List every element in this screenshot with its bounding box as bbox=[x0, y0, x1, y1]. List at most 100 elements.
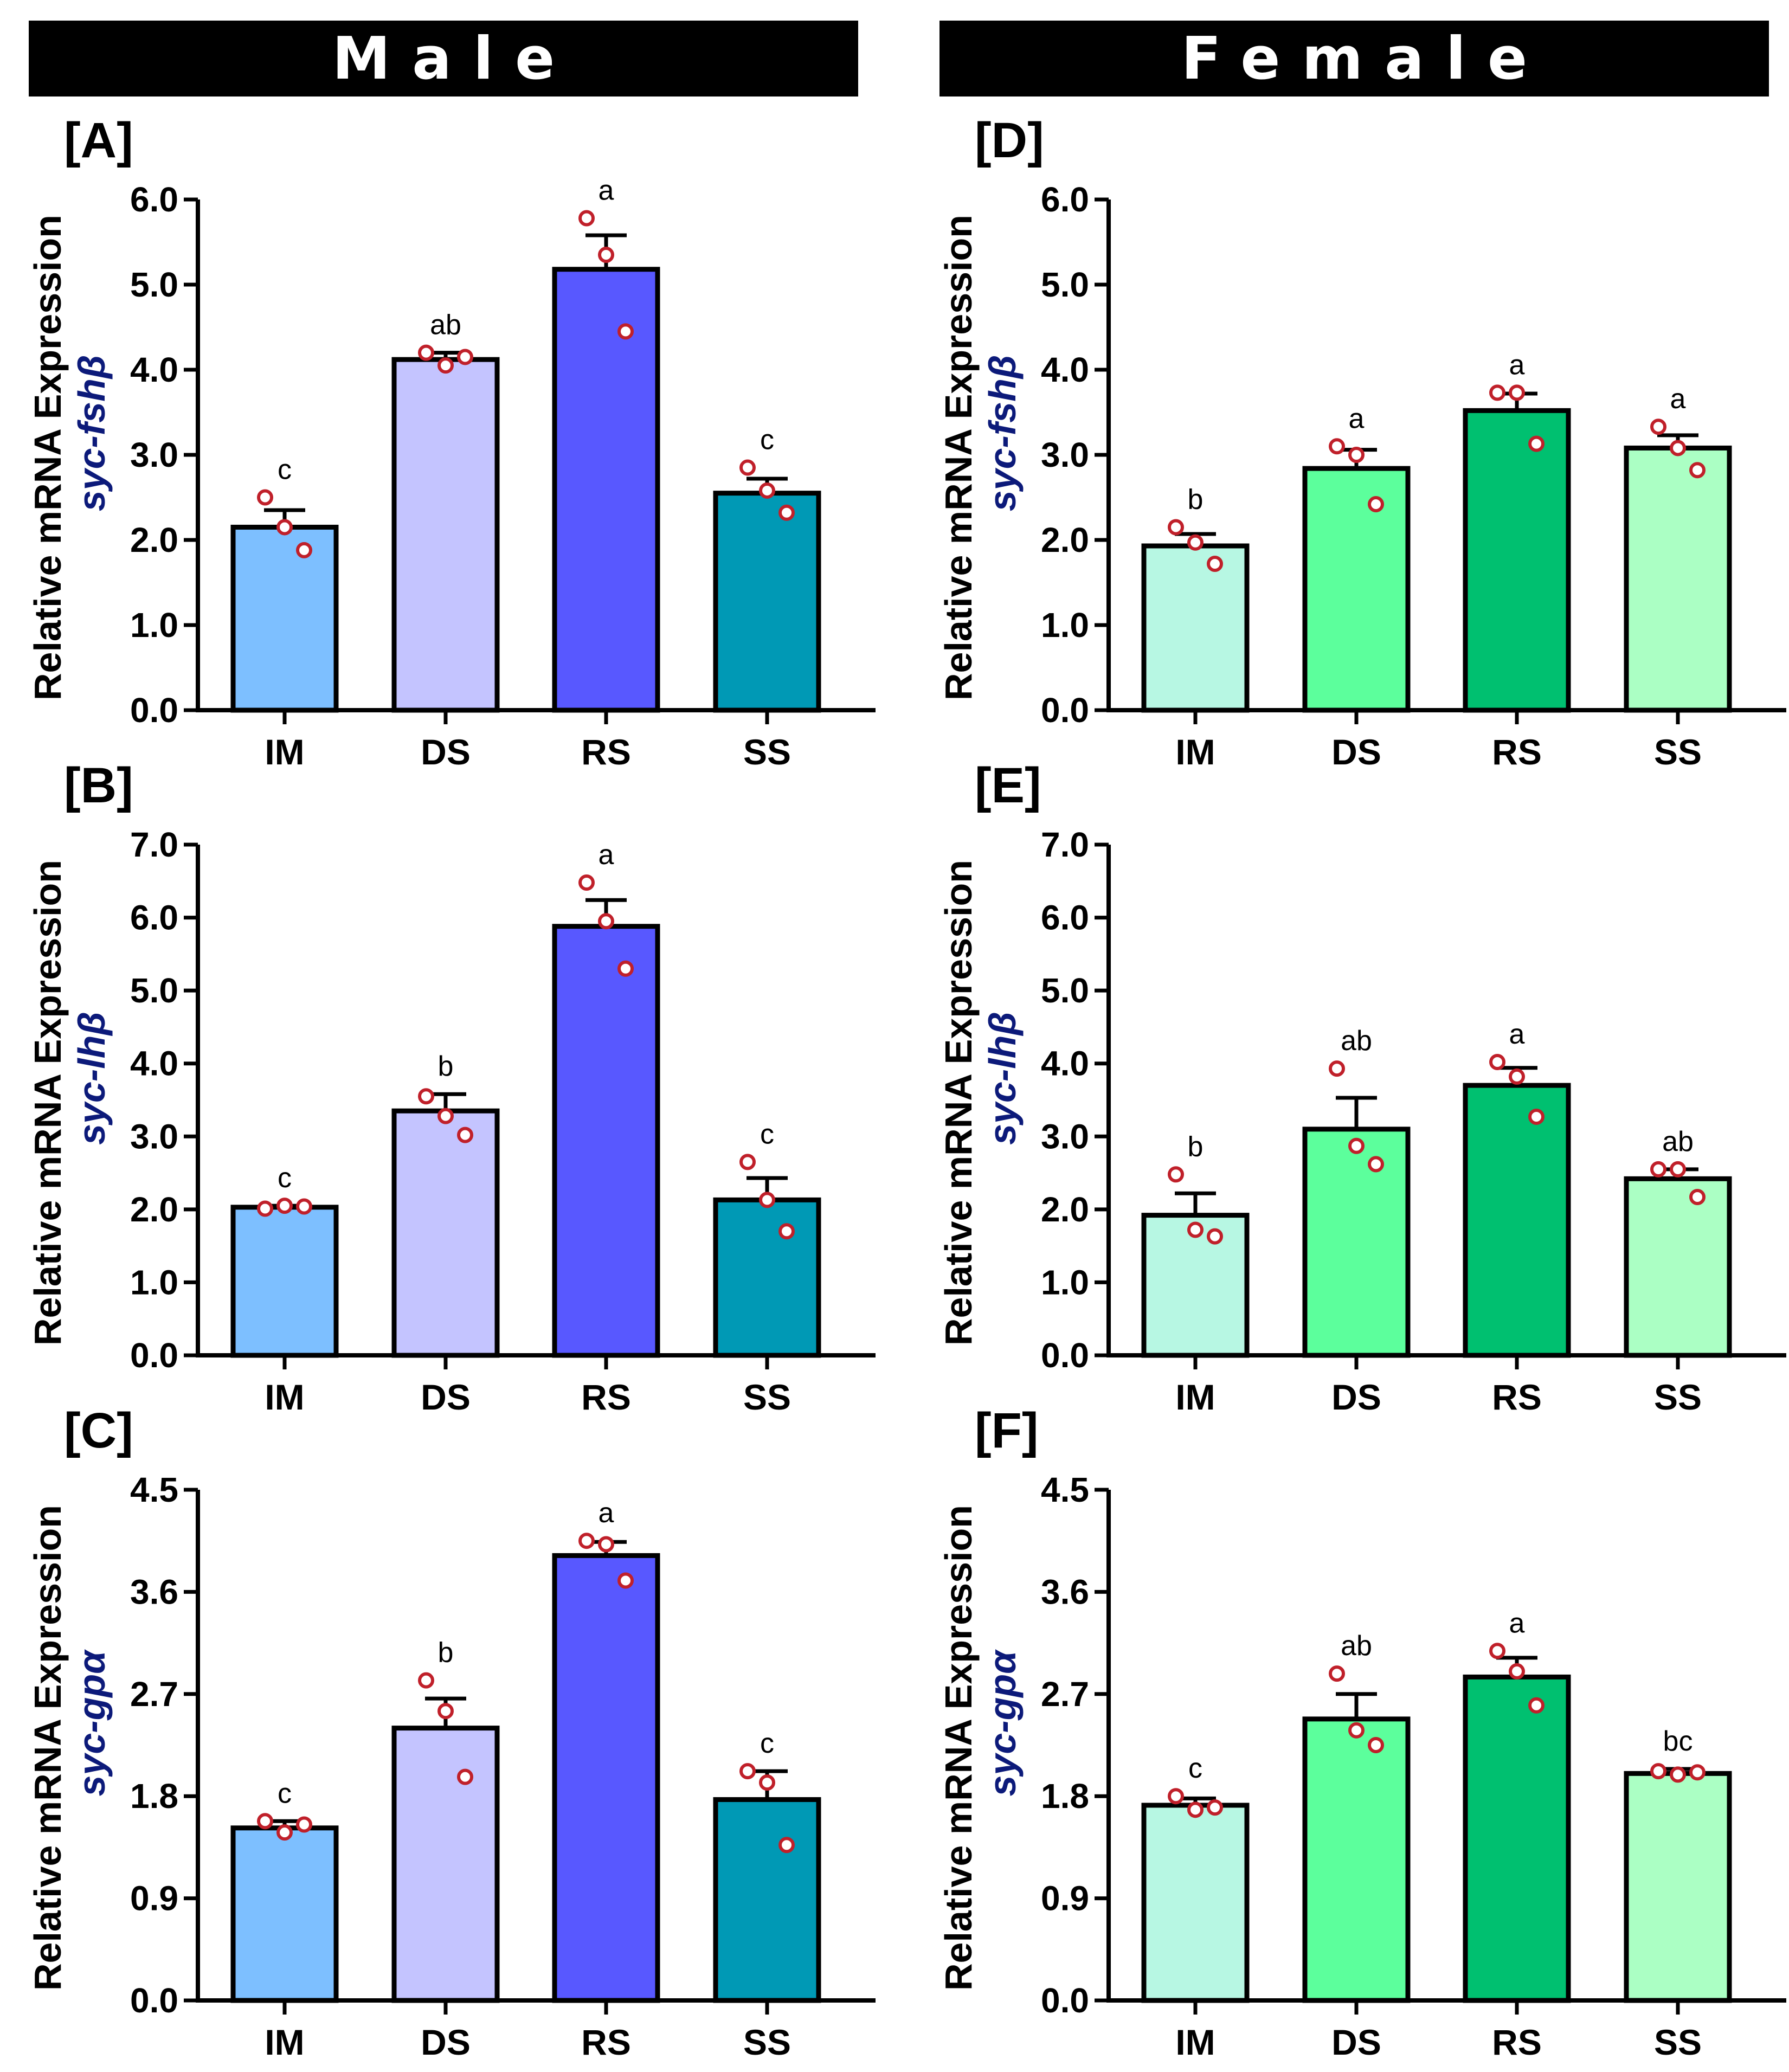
x-category-label-rs: RS bbox=[1492, 2022, 1542, 2062]
data-point-im bbox=[1168, 1788, 1184, 1805]
bar-ss bbox=[713, 491, 821, 713]
data-point-ss bbox=[778, 1837, 795, 1854]
significance-letter-rs: a bbox=[1509, 1019, 1525, 1050]
x-category-label-rs: RS bbox=[581, 1377, 631, 1417]
significance-letter-im: c bbox=[278, 1162, 292, 1194]
significance-letter-ss: c bbox=[760, 1728, 774, 1759]
data-point-im bbox=[1187, 1221, 1204, 1238]
y-tick-label: 2.0 bbox=[1041, 520, 1089, 559]
chart-panel-f: [F] Relative mRNA Expression syc-gpα c ab a bc… bbox=[937, 1403, 1786, 2062]
y-tick-label: 1.0 bbox=[130, 1263, 178, 1302]
x-category-label-im: IM bbox=[265, 1377, 304, 1417]
data-point-ss bbox=[759, 482, 775, 499]
data-point-ds bbox=[1368, 1737, 1384, 1753]
data-point-ss bbox=[1650, 1763, 1666, 1780]
panel-label-b: [B] bbox=[64, 758, 133, 813]
y-tick-label: 4.5 bbox=[1041, 1470, 1089, 1509]
data-point-im bbox=[1187, 1801, 1204, 1818]
x-category-label-im: IM bbox=[265, 2022, 304, 2062]
x-category-label-ds: DS bbox=[421, 732, 471, 772]
data-point-im bbox=[276, 1824, 293, 1841]
bar-rs bbox=[552, 924, 660, 1358]
y-tick-label: 0.0 bbox=[130, 1981, 178, 2020]
x-category-label-rs: RS bbox=[581, 2022, 631, 2062]
y-axis-title: Relative mRNA Expression bbox=[937, 860, 980, 1346]
panel-label-c: [C] bbox=[64, 1403, 133, 1458]
data-point-ss bbox=[759, 1774, 775, 1791]
male-column-header: Male bbox=[29, 21, 858, 96]
significance-letter-im: b bbox=[1188, 1131, 1204, 1162]
x-category-label-ss: SS bbox=[1654, 2022, 1702, 2062]
y-tick-label: 4.0 bbox=[1041, 1044, 1089, 1083]
y-tick-label: 0.0 bbox=[130, 1336, 178, 1375]
data-point-ds bbox=[1329, 1060, 1345, 1077]
x-category-label-ds: DS bbox=[421, 2022, 471, 2062]
significance-letter-rs: a bbox=[599, 175, 614, 207]
chart-panel-d: [D] Relative mRNA Expression syc-fshβ b a a a 0… bbox=[937, 113, 1786, 772]
significance-letter-rs: a bbox=[1509, 1607, 1525, 1639]
x-category-label-rs: RS bbox=[581, 732, 631, 772]
y-tick-label: 1.0 bbox=[1041, 606, 1089, 645]
bar-rs bbox=[552, 1553, 660, 2003]
data-point-rs bbox=[617, 1572, 634, 1589]
significance-letter-ds: a bbox=[1349, 403, 1365, 434]
data-point-ss bbox=[1689, 1188, 1706, 1205]
y-tick-label: 1.8 bbox=[1041, 1777, 1089, 1816]
significance-letter-ds: ab bbox=[430, 310, 461, 341]
significance-letter-im: c bbox=[278, 454, 292, 486]
bar-ss bbox=[1624, 445, 1732, 713]
data-point-ss bbox=[1670, 1766, 1686, 1783]
data-point-im bbox=[257, 1200, 273, 1217]
gene-name-label: syc-gpα bbox=[981, 1649, 1024, 1797]
y-axis-title: Relative mRNA Expression bbox=[27, 1505, 69, 1991]
y-tick-label: 2.7 bbox=[1041, 1675, 1089, 1714]
significance-letter-ss: ab bbox=[1662, 1126, 1694, 1157]
data-point-rs bbox=[578, 1533, 595, 1549]
gene-name-label: syc-fshβ bbox=[981, 355, 1024, 512]
data-point-ss bbox=[1650, 419, 1666, 435]
significance-letter-rs: a bbox=[1509, 349, 1525, 381]
significance-letter-rs: a bbox=[599, 839, 614, 871]
data-point-rs bbox=[578, 210, 595, 227]
bar-ds bbox=[1302, 1716, 1411, 2003]
data-point-im bbox=[296, 542, 312, 558]
y-tick-label: 4.0 bbox=[1041, 350, 1089, 389]
y-tick-label: 5.0 bbox=[1041, 971, 1089, 1010]
y-tick-label: 2.0 bbox=[1041, 1190, 1089, 1229]
data-point-im bbox=[257, 489, 273, 506]
data-point-ds bbox=[1348, 1722, 1365, 1739]
data-point-im bbox=[257, 1813, 273, 1830]
data-point-rs bbox=[617, 323, 634, 340]
significance-letter-ds: b bbox=[438, 1051, 454, 1082]
bar-im bbox=[230, 1825, 339, 2003]
data-point-ss bbox=[1650, 1161, 1666, 1177]
y-tick-label: 6.0 bbox=[1041, 180, 1089, 219]
data-point-rs bbox=[1489, 1643, 1505, 1659]
gene-name-label: syc-fshβ bbox=[70, 355, 113, 512]
bar-im bbox=[230, 524, 339, 713]
y-tick-label: 5.0 bbox=[1041, 265, 1089, 304]
bar-rs bbox=[552, 267, 660, 713]
significance-letter-ss: a bbox=[1670, 383, 1686, 415]
y-tick-label: 0.0 bbox=[1041, 1981, 1089, 2020]
data-point-im bbox=[296, 1816, 312, 1833]
y-tick-label: 3.0 bbox=[1041, 435, 1089, 474]
x-category-label-rs: RS bbox=[1492, 732, 1542, 772]
panel-label-d: [D] bbox=[975, 113, 1044, 168]
data-point-im bbox=[1187, 534, 1204, 551]
data-point-ds bbox=[418, 1672, 434, 1689]
gene-name-label: syc-lhβ bbox=[70, 1012, 113, 1145]
data-point-ds bbox=[437, 1108, 454, 1124]
bar-rs bbox=[1463, 408, 1571, 713]
y-tick-label: 0.0 bbox=[1041, 1336, 1089, 1375]
x-category-label-ss: SS bbox=[743, 732, 791, 772]
data-point-ds bbox=[1368, 496, 1384, 513]
data-point-rs bbox=[1528, 1108, 1545, 1125]
bar-ss bbox=[1624, 1176, 1732, 1358]
panel-label-e: [E] bbox=[975, 758, 1041, 813]
significance-letter-ds: ab bbox=[1341, 1630, 1372, 1662]
bar-rs bbox=[1463, 1083, 1571, 1358]
y-tick-label: 5.0 bbox=[130, 265, 178, 304]
chart-panel-e: [E] Relative mRNA Expression syc-lhβ b ab a ab… bbox=[937, 758, 1786, 1417]
y-tick-label: 5.0 bbox=[130, 971, 178, 1010]
